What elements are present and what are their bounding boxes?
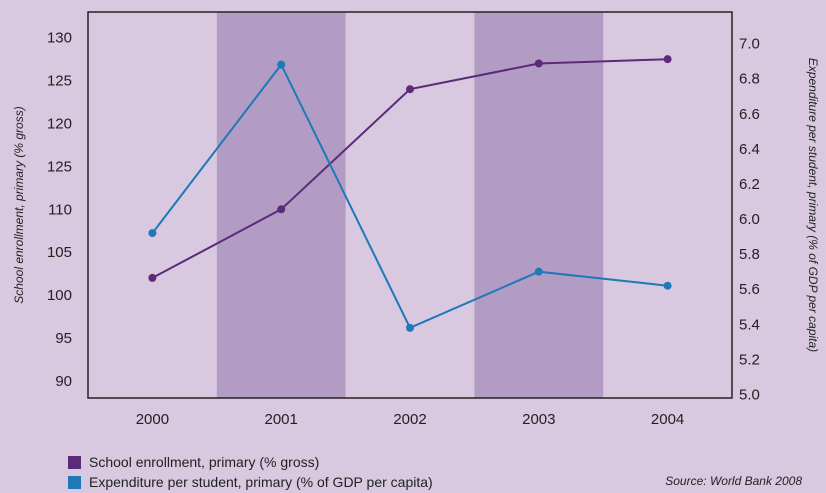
- data-point-s1-2000: [148, 229, 157, 238]
- x-tick-label: 2001: [265, 411, 298, 428]
- right-tick-label: 6.2: [739, 176, 760, 193]
- data-point-s1-2001: [277, 60, 286, 69]
- x-axis-ticks: 2000 2001 2002 2003 2004: [136, 411, 685, 428]
- data-point-s0-2001: [277, 205, 286, 214]
- shaded-band-2001: [216, 12, 346, 398]
- right-tick-label: 6.8: [739, 71, 760, 88]
- data-point-s1-2003: [534, 267, 543, 276]
- data-point-s0-2000: [148, 273, 157, 282]
- plot-frame: [87, 11, 733, 399]
- right-tick-label: 6.6: [739, 106, 760, 123]
- legend: School enrollment, primary (% gross) Exp…: [68, 452, 433, 492]
- right-tick-label: 5.6: [739, 281, 760, 298]
- source-note: Source: World Bank 2008: [665, 474, 802, 488]
- x-tick-label: 2004: [651, 411, 684, 428]
- legend-swatch-enrollment: [68, 455, 81, 469]
- data-point-s1-2002: [406, 323, 414, 332]
- legend-swatch-expenditure: [68, 475, 81, 489]
- right-tick-label: 6.0: [739, 211, 760, 228]
- left-tick-label: 125: [47, 158, 72, 175]
- right-tick-label: 5.0: [739, 386, 760, 403]
- left-axis-ticks: 90 95 100 105 110 125 120 125 130: [47, 30, 72, 390]
- right-tick-label: 6.4: [739, 141, 760, 158]
- series-points: [148, 55, 672, 332]
- legend-item-expenditure: Expenditure per student, primary (% of G…: [68, 472, 433, 492]
- legend-item-enrollment: School enrollment, primary (% gross): [68, 452, 433, 472]
- left-tick-label: 105: [47, 244, 72, 261]
- left-tick-label: 120: [47, 116, 72, 133]
- left-tick-label: 90: [55, 373, 72, 390]
- left-tick-label: 100: [47, 287, 72, 304]
- shaded-band-2003: [474, 12, 604, 398]
- left-tick-label: 130: [47, 30, 72, 47]
- right-axis-title: Expenditure per student, primary (% of G…: [806, 58, 820, 352]
- right-tick-label: 7.0: [739, 36, 760, 53]
- left-tick-label: 95: [55, 330, 72, 347]
- x-tick-label: 2000: [136, 411, 169, 428]
- data-point-s0-2003: [534, 59, 543, 68]
- x-tick-label: 2003: [522, 411, 555, 428]
- right-tick-label: 5.2: [739, 351, 760, 368]
- legend-label-expenditure: Expenditure per student, primary (% of G…: [89, 474, 433, 490]
- left-tick-label: 125: [47, 73, 72, 90]
- right-tick-label: 5.4: [739, 316, 760, 333]
- data-point-s1-2004: [663, 281, 672, 290]
- x-tick-label: 2002: [393, 411, 426, 428]
- data-point-s0-2002: [406, 85, 414, 94]
- right-axis-ticks: 5.0 5.2 5.4 5.6 5.8 6.0 6.2 6.4 6.6 6.8 7.0: [739, 36, 760, 404]
- legend-label-enrollment: School enrollment, primary (% gross): [89, 454, 320, 470]
- left-axis-title: School enrollment, primary (% gross): [12, 106, 26, 303]
- data-point-s0-2004: [663, 55, 672, 64]
- shaded-bands: [216, 12, 604, 398]
- left-tick-label: 110: [48, 201, 72, 218]
- right-tick-label: 5.8: [739, 246, 760, 263]
